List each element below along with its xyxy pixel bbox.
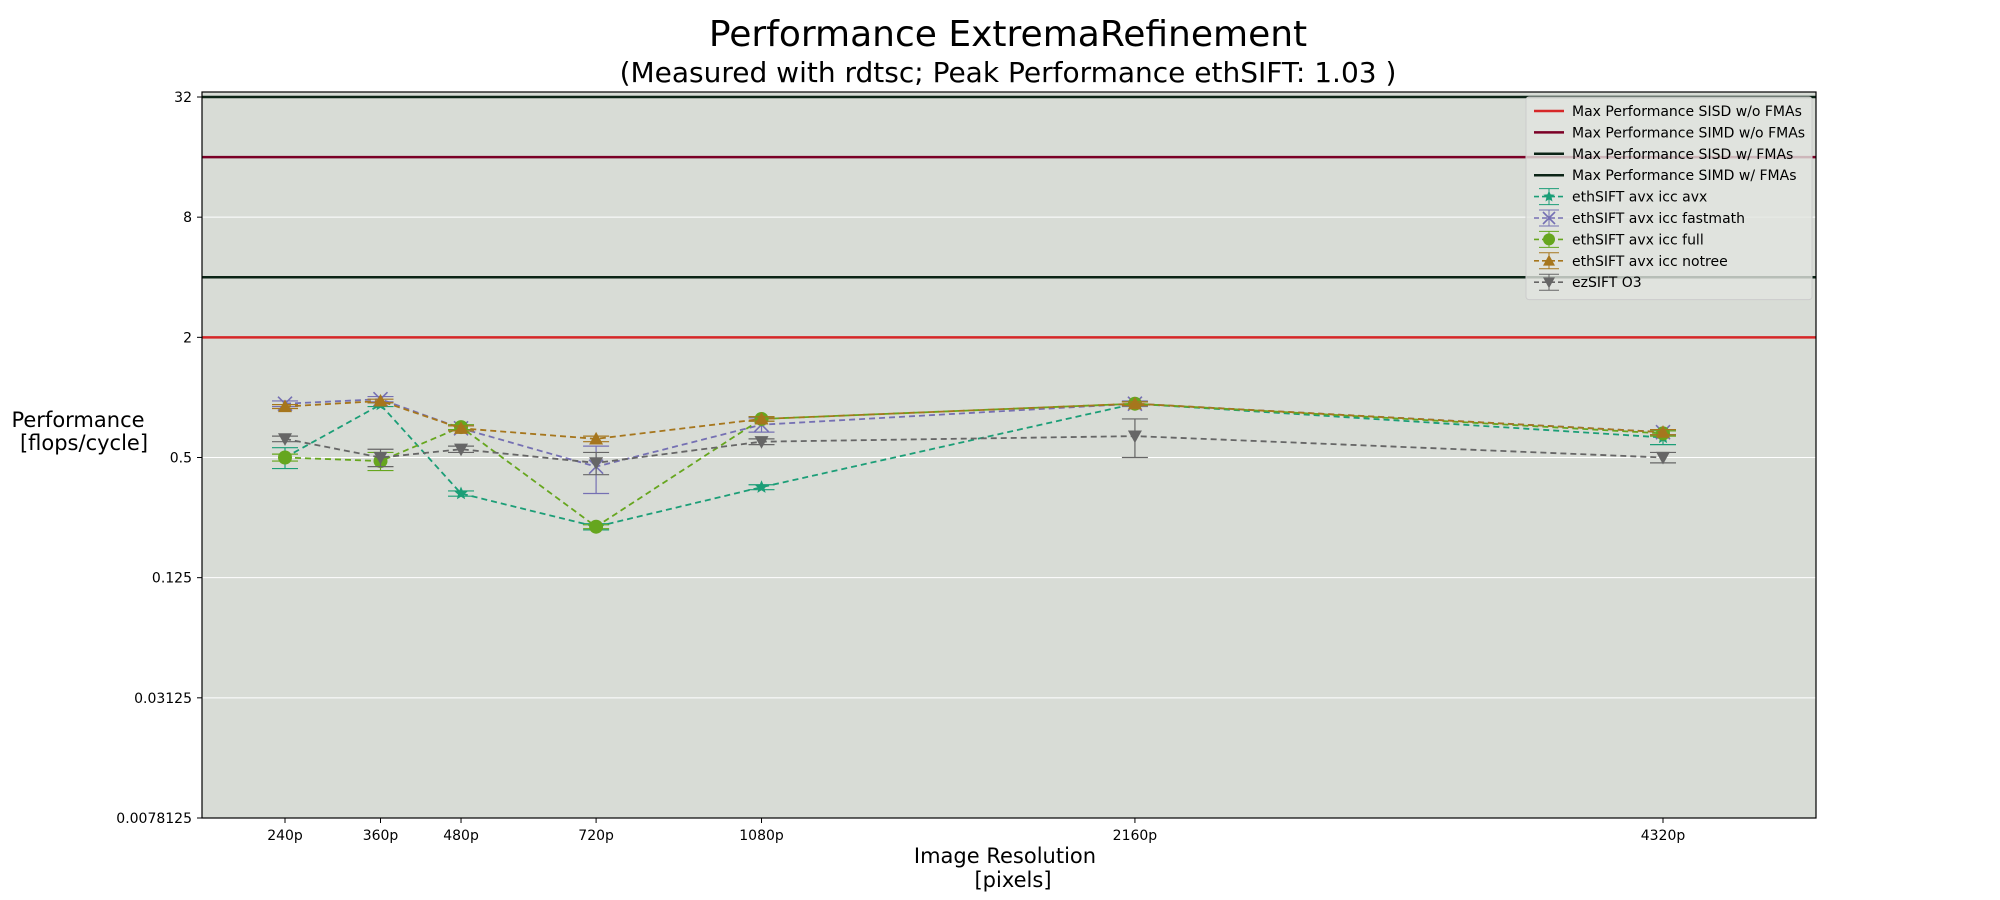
legend-label: ethSIFT avx icc fastmath — [1572, 211, 1745, 227]
legend-label: ethSIFT avx icc full — [1572, 232, 1704, 248]
data-point — [373, 451, 388, 465]
x-axis-label-line2: [pixels] — [974, 868, 1051, 892]
data-point — [1543, 254, 1555, 266]
y-tick-label: 0.03125 — [134, 691, 192, 707]
y-axis-label-line2: [flops/cycle] — [20, 431, 148, 455]
legend-item: ethSIFT avx icc full — [1534, 230, 1704, 248]
x-tick-label: 4320p — [1641, 828, 1686, 844]
legend-label: Max Performance SIMD w/ FMAs — [1572, 168, 1797, 184]
data-point — [754, 480, 769, 493]
legend-box — [1525, 96, 1813, 301]
data-point — [454, 421, 469, 434]
data-point — [1127, 396, 1142, 410]
x-tick-label: 360p — [363, 828, 399, 844]
data-point — [1543, 277, 1555, 289]
y-axis: 0.0078125 0.03125 0.125 0.5 2 8 32 — [116, 90, 202, 827]
data-point — [754, 411, 769, 425]
x-tick-label: 1080p — [739, 828, 784, 844]
data-point — [1656, 451, 1670, 465]
data-point — [1656, 425, 1670, 438]
data-point — [1542, 211, 1556, 225]
data-point — [589, 431, 604, 445]
x-tick-label: 240p — [267, 828, 303, 844]
x-axis: 240p 360p 480p 720p 1080p 2160p 4320p — [267, 818, 1685, 844]
data-point — [1543, 233, 1555, 246]
plot-frame — [201, 91, 1817, 819]
data-point — [1543, 190, 1555, 202]
data-point — [589, 519, 604, 534]
y-tick-label: 0.0078125 — [116, 811, 192, 827]
chart-title: Performance ExtremaRefinement — [709, 14, 1307, 55]
x-tick-label: 720p — [578, 828, 614, 844]
legend: Max Performance SISD w/o FMAs Max Perform… — [1525, 96, 1813, 301]
data-point — [754, 436, 769, 449]
chart-subtitle: (Measured with rdtsc; Peak Performance e… — [620, 56, 1397, 89]
x-tick-label: 2160p — [1113, 828, 1158, 844]
data-point — [1127, 430, 1142, 444]
legend-label: ethSIFT avx icc notree — [1572, 254, 1728, 270]
legend-label: Max Performance SISD w/ FMAs — [1572, 147, 1793, 163]
data-point — [373, 393, 388, 407]
legend-label: Max Performance SIMD w/o FMAs — [1572, 125, 1805, 141]
y-tick-label: 32 — [174, 90, 192, 106]
legend-item: Max Performance SISD w/ FMAs — [1534, 147, 1793, 163]
data-point — [589, 457, 604, 470]
legend-item: ethSIFT avx icc avx — [1534, 188, 1707, 206]
data-point-stroke — [1542, 211, 1556, 225]
series-ezSIFT-O3 — [272, 418, 1676, 476]
x-tick-label: 480p — [443, 828, 479, 844]
data-point — [454, 486, 468, 500]
legend-item: Max Performance SISD w/o FMAs — [1534, 104, 1802, 120]
legend-label: ezSIFT O3 — [1572, 275, 1642, 291]
legend-item: ethSIFT avx icc notree — [1534, 252, 1728, 270]
legend-item: ethSIFT avx icc fastmath — [1534, 209, 1745, 227]
data-point — [454, 443, 469, 457]
series — [272, 391, 1676, 534]
y-tick-label: 2 — [183, 330, 192, 346]
data-point — [278, 433, 292, 446]
y-axis-label-line1: Performance — [11, 408, 144, 432]
legend-label: ethSIFT avx icc avx — [1572, 190, 1707, 206]
y-tick-label: 8 — [183, 210, 192, 226]
x-axis-label-line1: Image Resolution — [914, 844, 1096, 868]
legend-label: Max Performance SISD w/o FMAs — [1572, 104, 1802, 120]
y-tick-label: 0.125 — [152, 571, 192, 587]
data-point — [278, 399, 292, 413]
data-point — [278, 450, 292, 465]
legend-item: ezSIFT O3 — [1534, 273, 1642, 291]
legend-item: Max Performance SIMD w/ FMAs — [1534, 168, 1797, 184]
series-ethSIFT-avx-icc-notree — [272, 393, 1676, 445]
y-tick-label: 0.5 — [170, 451, 192, 467]
legend-item: Max Performance SIMD w/o FMAs — [1534, 125, 1805, 141]
